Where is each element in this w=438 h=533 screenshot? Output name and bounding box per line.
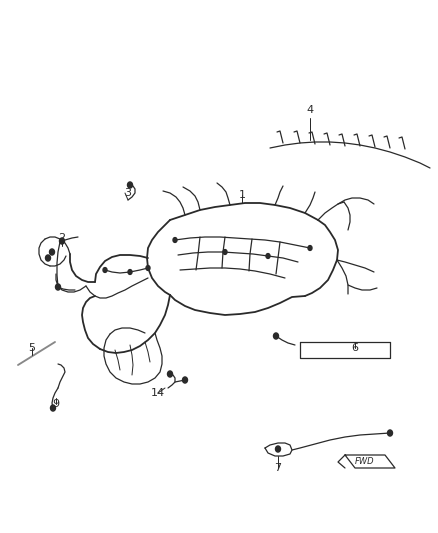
Circle shape: [388, 430, 392, 436]
Circle shape: [127, 182, 133, 188]
Circle shape: [49, 249, 54, 255]
Circle shape: [146, 265, 150, 270]
Text: 5: 5: [28, 343, 35, 353]
Text: 14: 14: [151, 388, 165, 398]
Circle shape: [103, 268, 107, 272]
Circle shape: [173, 238, 177, 243]
Text: 3: 3: [124, 188, 131, 198]
Circle shape: [50, 405, 56, 411]
Circle shape: [56, 284, 60, 290]
Text: 7: 7: [275, 463, 282, 473]
Circle shape: [308, 246, 312, 251]
Text: 9: 9: [53, 399, 60, 409]
Circle shape: [276, 446, 280, 452]
Text: FWD: FWD: [355, 457, 375, 466]
Text: 1: 1: [239, 190, 246, 200]
Circle shape: [167, 371, 173, 377]
Circle shape: [183, 377, 187, 383]
Text: 6: 6: [352, 343, 358, 353]
Text: 2: 2: [58, 233, 66, 243]
Circle shape: [223, 249, 227, 254]
Circle shape: [46, 255, 50, 261]
Circle shape: [60, 238, 64, 244]
Circle shape: [266, 254, 270, 259]
Text: 4: 4: [307, 105, 314, 115]
Circle shape: [128, 270, 132, 274]
Circle shape: [273, 333, 279, 339]
